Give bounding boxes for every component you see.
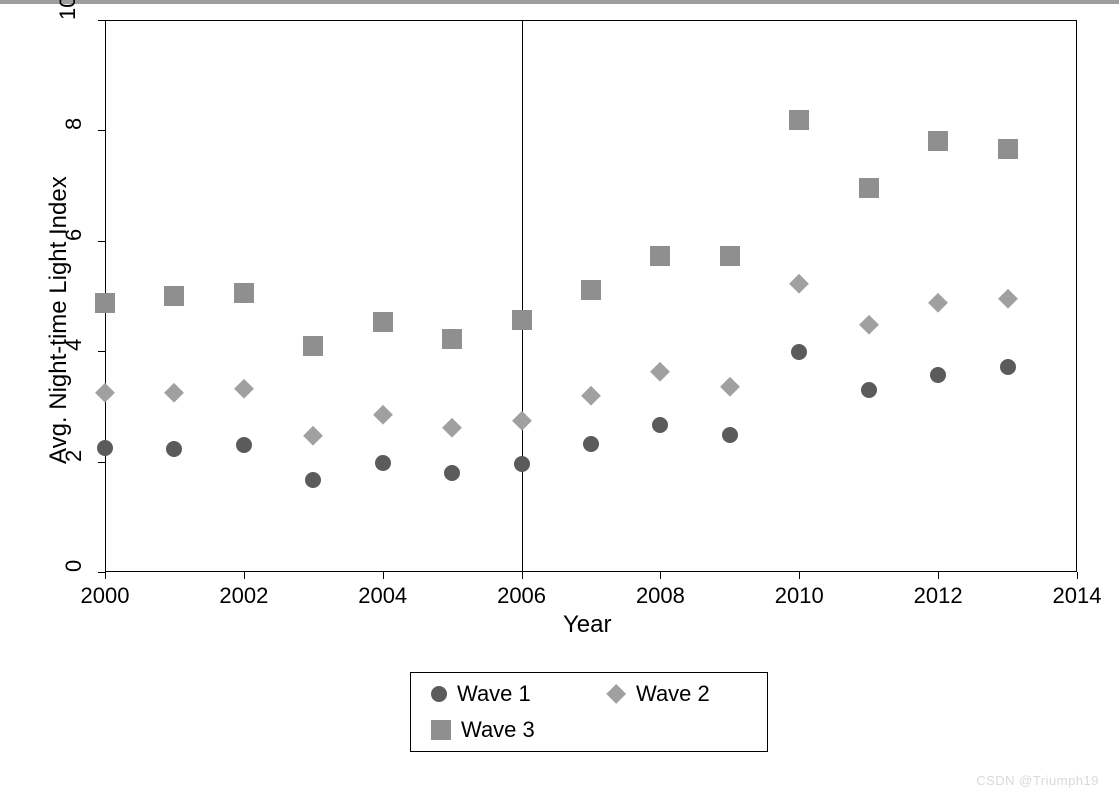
data-point-wave-2	[98, 385, 112, 399]
data-point-wave-3	[998, 139, 1018, 159]
data-point-wave-2	[862, 318, 876, 332]
data-point-wave-1	[583, 436, 599, 452]
data-point-wave-3	[164, 286, 184, 306]
x-tick-mark	[244, 572, 245, 579]
data-point-wave-3	[650, 246, 670, 266]
data-point-wave-3	[373, 312, 393, 332]
data-point-wave-2	[237, 382, 251, 396]
data-point-wave-3	[442, 329, 462, 349]
reference-vline	[522, 20, 523, 572]
watermark: CSDN @Triumph19	[976, 773, 1099, 788]
data-point-wave-3	[512, 310, 532, 330]
data-point-wave-2	[653, 364, 667, 378]
x-tick-label: 2004	[358, 583, 407, 609]
data-point-wave-1	[431, 686, 447, 702]
data-point-wave-2	[445, 421, 459, 435]
data-point-wave-2	[792, 277, 806, 291]
data-point-wave-1	[791, 344, 807, 360]
data-point-wave-3	[720, 246, 740, 266]
legend-label: Wave 1	[457, 681, 531, 707]
data-point-wave-3	[95, 293, 115, 313]
x-tick-label: 2002	[219, 583, 268, 609]
x-tick-label: 2008	[636, 583, 685, 609]
data-point-wave-1	[305, 472, 321, 488]
x-tick-label: 2000	[81, 583, 130, 609]
data-point-wave-2	[167, 386, 181, 400]
data-point-wave-1	[514, 456, 530, 472]
legend: Wave 1 Wave 2 Wave 3	[410, 672, 768, 752]
data-point-wave-3	[431, 720, 451, 740]
data-point-wave-1	[722, 427, 738, 443]
y-tick-mark	[98, 462, 105, 463]
y-axis-label: Avg. Night-time Light Index	[45, 177, 73, 465]
data-point-wave-3	[789, 110, 809, 130]
data-point-wave-1	[166, 441, 182, 457]
y-tick-mark	[98, 572, 105, 573]
x-tick-label: 2010	[775, 583, 824, 609]
data-point-wave-3	[303, 336, 323, 356]
legend-item-wave-3: Wave 3	[431, 717, 535, 743]
data-point-wave-2	[1000, 292, 1014, 306]
x-tick-mark	[799, 572, 800, 579]
data-point-wave-2	[931, 295, 945, 309]
data-point-wave-2	[723, 379, 737, 393]
x-tick-mark	[105, 572, 106, 579]
data-point-wave-1	[236, 437, 252, 453]
data-point-wave-1	[97, 440, 113, 456]
y-tick-label: 0	[61, 560, 87, 572]
y-tick-label: 2	[61, 449, 87, 461]
x-tick-mark	[938, 572, 939, 579]
x-tick-mark	[660, 572, 661, 579]
y-tick-mark	[98, 20, 105, 21]
x-tick-mark	[522, 572, 523, 579]
x-tick-label: 2006	[497, 583, 546, 609]
data-point-wave-1	[1000, 359, 1016, 375]
data-point-wave-3	[581, 280, 601, 300]
y-tick-label: 4	[61, 339, 87, 351]
x-tick-label: 2014	[1053, 583, 1102, 609]
legend-item-wave-2: Wave 2	[606, 681, 710, 707]
x-tick-mark	[1077, 572, 1078, 579]
data-point-wave-2	[306, 428, 320, 442]
data-point-wave-2	[376, 407, 390, 421]
data-point-wave-2	[606, 684, 626, 704]
data-point-wave-3	[859, 178, 879, 198]
legend-label: Wave 3	[461, 717, 535, 743]
data-point-wave-3	[234, 283, 254, 303]
data-point-wave-1	[930, 367, 946, 383]
data-point-wave-1	[375, 455, 391, 471]
x-tick-label: 2012	[914, 583, 963, 609]
chart-frame: Avg. Night-time Light Index Year 2000 200…	[0, 0, 1119, 794]
y-tick-mark	[98, 130, 105, 131]
x-axis-label: Year	[563, 611, 612, 639]
data-point-wave-3	[928, 131, 948, 151]
data-point-wave-2	[514, 414, 528, 428]
data-point-wave-1	[652, 417, 668, 433]
y-tick-mark	[98, 241, 105, 242]
data-point-wave-1	[861, 382, 877, 398]
data-point-wave-1	[444, 465, 460, 481]
legend-item-wave-1: Wave 1	[431, 681, 531, 707]
top-divider-bar	[0, 0, 1119, 4]
legend-label: Wave 2	[636, 681, 710, 707]
y-tick-label: 8	[61, 118, 87, 130]
y-tick-mark	[98, 351, 105, 352]
y-tick-label: 6	[61, 229, 87, 241]
y-tick-label: 10	[55, 0, 81, 20]
data-point-wave-2	[584, 389, 598, 403]
x-tick-mark	[383, 572, 384, 579]
